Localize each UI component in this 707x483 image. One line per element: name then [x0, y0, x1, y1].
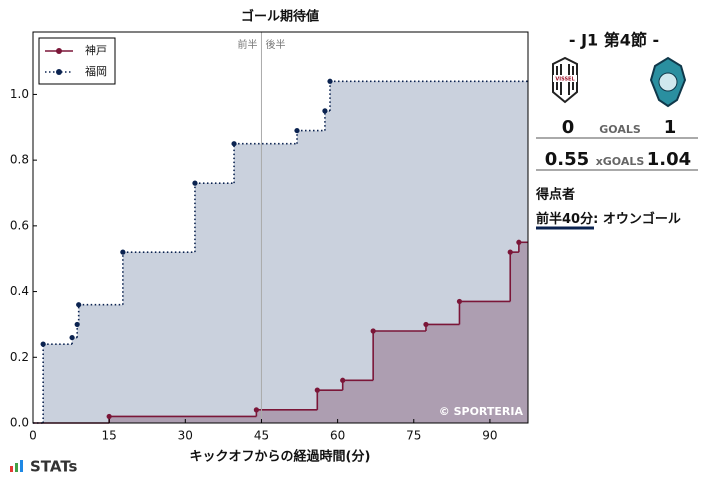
point: [456, 298, 463, 305]
scorer: 前半40分: オウンゴール: [536, 211, 681, 227]
y-tick-label: 0.2: [10, 350, 29, 364]
point: [74, 321, 80, 328]
area-fill: [33, 81, 528, 424]
brand: STATs: [30, 458, 78, 476]
legend-marker: [56, 48, 62, 54]
x-tick-label: 0: [29, 429, 37, 443]
point: [76, 302, 82, 308]
point: [327, 78, 333, 84]
away-logo: [649, 56, 687, 108]
plot: 前半 後半 © SPORTERIA: [32, 31, 529, 424]
chart-title: ゴール期待値: [241, 9, 319, 25]
scorer-time: 前半40分: [536, 211, 593, 227]
halftime-label: 前半: [237, 38, 257, 51]
y-tick-label: 0.8: [10, 153, 29, 167]
xg-label: xGOALS: [596, 155, 645, 168]
home-logo-text: VISSEL: [555, 77, 575, 83]
legend-label: 神戸: [85, 43, 107, 57]
point: [120, 249, 126, 255]
point: [106, 413, 112, 420]
away-xg: 1.04: [647, 149, 691, 170]
point: [314, 387, 320, 393]
x-tick-label: 75: [406, 429, 421, 443]
point: [253, 407, 259, 413]
x-tick-label: 60: [330, 429, 345, 443]
point: [231, 141, 237, 147]
legend-marker: [56, 69, 62, 75]
point: [507, 249, 513, 255]
point: [192, 180, 198, 186]
point: [40, 341, 46, 347]
home-goals: 0: [562, 117, 575, 138]
point: [516, 239, 522, 245]
y-tick-label: 1.0: [10, 87, 29, 101]
x-tick-label: 45: [254, 429, 269, 443]
x-tick-label: 90: [482, 429, 497, 443]
point: [322, 108, 328, 114]
y-tick-label: 0.4: [10, 284, 29, 298]
x-tick-label: 15: [102, 429, 117, 443]
point: [423, 321, 429, 328]
watermark: © SPORTERIA: [439, 405, 524, 418]
scorer-text: : オウンゴール: [593, 211, 681, 227]
brand-logo: STATs: [10, 458, 78, 476]
x-axis-label: キックオフからの経過時間(分): [190, 449, 371, 465]
x-tick-label: 30: [178, 429, 193, 443]
point: [370, 328, 376, 334]
area-fill: [33, 242, 528, 423]
home-xg: 0.55: [545, 149, 589, 170]
point: [340, 377, 346, 383]
legend-box: [38, 37, 116, 85]
goals-label: GOALS: [599, 123, 641, 136]
home-logo: VISSEL: [552, 56, 578, 104]
scorers-title: 得点者: [535, 187, 575, 203]
y-tick-label: 0.6: [10, 218, 29, 232]
plot-frame: [32, 31, 529, 424]
y-tick-label: 0.0: [10, 416, 29, 430]
round: - J1 第4節 -: [569, 31, 659, 50]
away-goals: 1: [664, 117, 677, 138]
halftime-label: 後半: [265, 38, 285, 51]
point: [69, 334, 75, 341]
legend-label: 福岡: [85, 64, 107, 78]
point: [294, 127, 300, 134]
